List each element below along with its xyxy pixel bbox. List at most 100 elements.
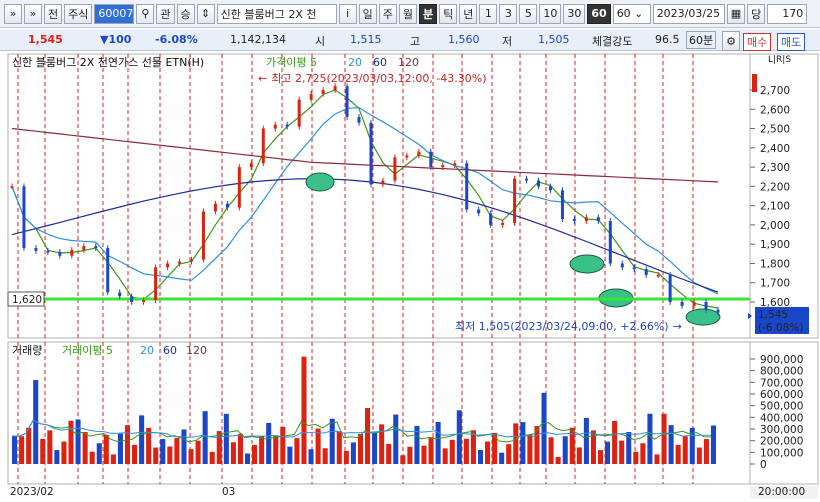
volume-bar[interactable] <box>75 419 81 464</box>
candle-body[interactable] <box>369 122 373 185</box>
volume-bar[interactable] <box>308 449 314 464</box>
volume-bar[interactable] <box>160 439 166 464</box>
volume-bar[interactable] <box>61 441 67 464</box>
candle-body[interactable] <box>118 292 122 297</box>
volume-bar[interactable] <box>456 410 462 464</box>
volume-bar[interactable] <box>26 427 32 464</box>
candle-body[interactable] <box>237 167 241 208</box>
volume-bar[interactable] <box>576 447 582 464</box>
volume-bar[interactable] <box>322 448 328 464</box>
volume-bar[interactable] <box>619 440 625 464</box>
volume-bar[interactable] <box>682 436 688 464</box>
volume-bar[interactable] <box>294 438 300 464</box>
candle-body[interactable] <box>249 163 253 168</box>
volume-bar[interactable] <box>139 415 145 464</box>
volume-bar[interactable] <box>640 443 646 464</box>
candle-body[interactable] <box>513 178 517 223</box>
period-year[interactable]: 년 <box>459 3 478 24</box>
gear-icon[interactable]: ⚙ <box>722 31 740 51</box>
candle-body[interactable] <box>656 275 660 277</box>
candle-body[interactable] <box>309 93 313 100</box>
volume-bar[interactable] <box>428 437 434 464</box>
volume-bar[interactable] <box>167 446 173 465</box>
candle-body[interactable] <box>10 186 14 188</box>
volume-bar[interactable] <box>343 450 349 464</box>
volume-bar[interactable] <box>223 413 229 464</box>
volume-bar[interactable] <box>442 448 448 464</box>
candle-body[interactable] <box>130 296 134 302</box>
volume-bar[interactable] <box>280 426 286 464</box>
volume-bar[interactable] <box>287 446 293 464</box>
candle-body[interactable] <box>644 269 648 276</box>
volume-bar[interactable] <box>244 453 251 465</box>
asset-type-button[interactable]: 주식 <box>64 3 93 24</box>
volume-bar[interactable] <box>329 418 335 464</box>
volume-bar[interactable] <box>386 444 392 464</box>
candle-body[interactable] <box>345 86 349 117</box>
candle-body[interactable] <box>166 263 170 268</box>
candle-body[interactable] <box>584 217 588 222</box>
volume-bar[interactable] <box>449 439 455 464</box>
volume-bar[interactable] <box>597 450 604 464</box>
candle-body[interactable] <box>82 246 86 250</box>
volume-bar[interactable] <box>661 413 667 464</box>
volume-bar[interactable] <box>626 432 632 464</box>
volume-bar[interactable] <box>710 425 716 465</box>
candle-body[interactable] <box>357 116 361 123</box>
candle-body[interactable] <box>178 261 182 264</box>
volume-bar[interactable] <box>421 445 427 464</box>
volume-bar[interactable] <box>252 444 258 464</box>
period-60[interactable]: 60 <box>587 3 611 24</box>
candle-body[interactable] <box>46 250 50 253</box>
candle-body[interactable] <box>106 248 110 293</box>
volume-bar[interactable] <box>96 443 102 464</box>
candle-body[interactable] <box>273 124 277 129</box>
candle-body[interactable] <box>608 221 612 264</box>
volume-bar[interactable] <box>534 426 540 464</box>
candle-body[interactable] <box>572 219 576 222</box>
candle-body[interactable] <box>620 263 624 268</box>
volume-bar[interactable] <box>237 433 243 464</box>
volume-bar[interactable] <box>132 444 138 464</box>
volume-bar[interactable] <box>103 434 109 464</box>
volume-bar[interactable] <box>668 425 674 464</box>
volume-bar[interactable] <box>33 380 39 464</box>
candle-body[interactable] <box>680 302 684 306</box>
candle-body[interactable] <box>381 180 385 185</box>
candle-body[interactable] <box>70 249 74 256</box>
volume-bar[interactable] <box>463 438 469 464</box>
volume-bar[interactable] <box>654 454 660 464</box>
volume-bar[interactable] <box>647 413 653 464</box>
volume-axis[interactable] <box>749 341 819 485</box>
updown-icon[interactable]: ⇕ <box>196 3 215 24</box>
candle-body[interactable] <box>596 217 600 222</box>
candle-body[interactable] <box>321 90 325 94</box>
candle-body[interactable] <box>225 203 229 208</box>
candle-body[interactable] <box>142 300 146 302</box>
seung-button[interactable]: 승 <box>176 3 195 24</box>
period-10[interactable]: 10 <box>539 3 562 24</box>
candle-body[interactable] <box>716 309 720 313</box>
candle-body[interactable] <box>213 203 217 212</box>
price-axis[interactable] <box>749 53 819 339</box>
interval-badge[interactable]: 60분 <box>686 31 717 49</box>
candle-body[interactable] <box>297 99 301 127</box>
candle-body[interactable] <box>441 165 445 168</box>
volume-bar[interactable] <box>499 452 505 464</box>
volume-bar[interactable] <box>520 422 526 464</box>
candle-body[interactable] <box>417 151 421 156</box>
volume-bar[interactable] <box>590 430 596 464</box>
volume-bar[interactable] <box>216 431 222 464</box>
volume-bar[interactable] <box>40 438 46 464</box>
bar-count-input[interactable]: 170 <box>767 3 808 24</box>
period-30[interactable]: 30 <box>563 3 586 24</box>
period-week[interactable]: 주 <box>378 3 397 24</box>
candle-body[interactable] <box>405 155 409 158</box>
candles[interactable] <box>10 83 720 316</box>
volume-bar[interactable] <box>12 436 18 464</box>
prev-button[interactable]: 전 <box>44 3 63 24</box>
volume-bar[interactable] <box>336 431 342 464</box>
volume-bar[interactable] <box>633 451 639 464</box>
volume-bar[interactable] <box>273 435 279 464</box>
volume-bar[interactable] <box>407 446 413 464</box>
